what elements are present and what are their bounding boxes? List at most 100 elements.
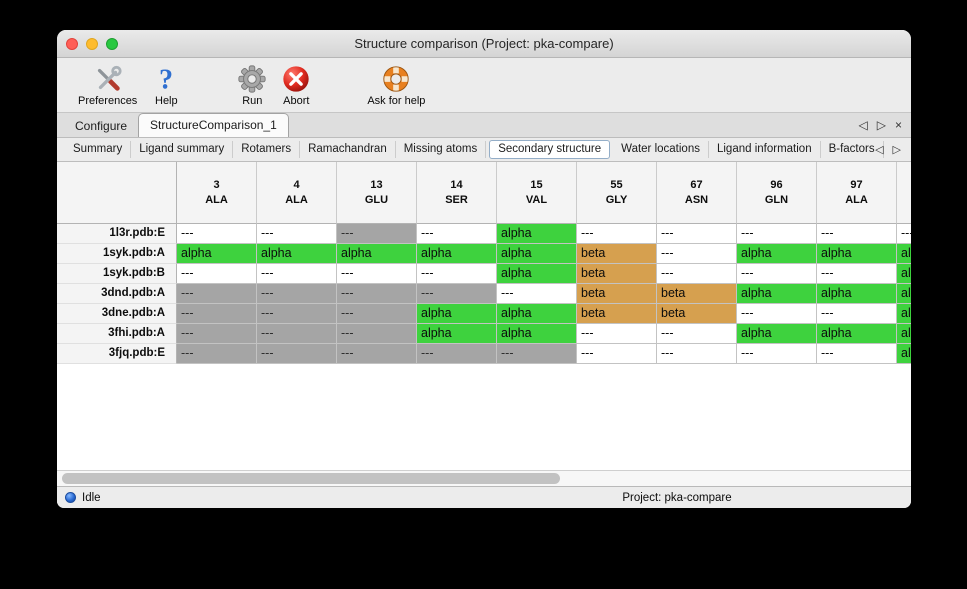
report-subtab-bar: Summary Ligand summary Rotamers Ramachandra… — [57, 138, 911, 162]
gear-icon — [237, 63, 267, 94]
subtab-scroll-right-button[interactable]: ▷ — [892, 144, 901, 156]
column-header-number: 97 — [850, 178, 863, 191]
scrollbar-thumb[interactable] — [62, 473, 560, 484]
column-header-residue: ASN — [684, 193, 709, 206]
abort-button[interactable]: Abort — [274, 63, 318, 107]
subtab-summary[interactable]: Summary — [65, 141, 132, 158]
preferences-button[interactable]: Preferences — [71, 63, 144, 107]
subtab-ligand-summary[interactable]: Ligand summary — [131, 141, 234, 158]
row-label: 1l3r.pdb:E — [57, 224, 177, 244]
ss-cell: --- — [737, 344, 817, 364]
ss-cell: alpha — [897, 284, 911, 304]
ss-cell: --- — [417, 264, 497, 284]
ss-cell: --- — [737, 264, 817, 284]
document-tab-bar: Configure StructureComparison_1 ◁ ▷ × — [57, 112, 911, 138]
row-label: 1syk.pdb:A — [57, 244, 177, 264]
column-header-residue: SER — [445, 193, 468, 206]
ss-cell: --- — [177, 224, 257, 244]
ss-cell: --- — [177, 264, 257, 284]
titlebar[interactable]: Structure comparison (Project: pka-compa… — [57, 30, 911, 58]
ss-cell: --- — [337, 224, 417, 244]
ss-cell: alpha — [817, 284, 897, 304]
ss-cell: --- — [817, 304, 897, 324]
tab-close-button[interactable]: × — [894, 118, 902, 132]
ss-cell: --- — [657, 244, 737, 264]
ss-cell: alpha — [897, 244, 911, 264]
ss-cell: alpha — [737, 244, 817, 264]
column-header-number: 4 — [293, 178, 300, 191]
ask-for-help-button[interactable]: Ask for help — [360, 63, 432, 107]
ss-cell: alpha — [417, 244, 497, 264]
subtab-missing-atoms[interactable]: Missing atoms — [396, 141, 487, 158]
question-icon: ? — [151, 63, 181, 94]
run-button[interactable]: Run — [230, 63, 274, 107]
column-header: 4 ALA — [257, 162, 337, 224]
ss-cell: --- — [817, 264, 897, 284]
table-corner-cell — [57, 162, 177, 224]
column-header: 96 GLN — [737, 162, 817, 224]
ss-cell: alpha — [497, 304, 577, 324]
column-header-number: 14 — [450, 178, 463, 191]
subtab-rotamers[interactable]: Rotamers — [233, 141, 301, 158]
column-header-number: 55 — [610, 178, 623, 191]
column-header-residue: GLN — [764, 193, 789, 206]
ss-cell: --- — [257, 324, 337, 344]
ss-cell: --- — [177, 324, 257, 344]
ss-cell: --- — [417, 284, 497, 304]
ss-cell: --- — [577, 324, 657, 344]
minimize-window-button[interactable] — [86, 37, 98, 50]
abort-label: Abort — [283, 95, 310, 107]
column-header-number: 96 — [770, 178, 783, 191]
table-row: 3dne.pdb:A --- --- --- alpha alpha beta beta ---… — [57, 304, 911, 324]
subtab-b-factors[interactable]: B-factors — [821, 141, 884, 158]
ss-cell: --- — [657, 224, 737, 244]
ss-cell: alpha — [817, 324, 897, 344]
subtab-scroll-left-button[interactable]: ◁ — [875, 144, 884, 156]
ss-cell: alpha — [897, 304, 911, 324]
ss-cell: alpha — [417, 324, 497, 344]
column-header: 97 ALA — [817, 162, 897, 224]
tab-structurecomparison-1[interactable]: StructureComparison_1 — [138, 113, 289, 137]
help-button[interactable]: ? Help — [144, 63, 188, 107]
ss-cell: --- — [737, 224, 817, 244]
ss-cell: beta — [577, 284, 657, 304]
table-row: 1syk.pdb:B --- --- --- --- alpha beta --- --- ---… — [57, 264, 911, 284]
subtab-secondary-structure[interactable]: Secondary structure — [489, 140, 611, 159]
tab-configure[interactable]: Configure — [75, 119, 128, 133]
ss-cell: --- — [497, 284, 577, 304]
document-tabs: Configure StructureComparison_1 — [64, 113, 289, 137]
ask-for-help-label: Ask for help — [367, 95, 426, 107]
table-header-row: 3 ALA 4 ALA 13 GLU 14 SER 15 VAL 55 GLY 67 ASN 96 GLN 97… — [57, 162, 911, 224]
ss-cell: beta — [657, 284, 737, 304]
status-indicator-icon — [65, 492, 76, 503]
subtab-ramachandran[interactable]: Ramachandran — [300, 141, 396, 158]
help-label: Help — [155, 95, 178, 107]
tab-scroll-left-button[interactable]: ◁ — [858, 118, 868, 132]
ss-cell: alpha — [497, 324, 577, 344]
project-label: Project: pka-compare — [622, 491, 732, 504]
ss-cell: alpha — [417, 304, 497, 324]
ss-cell: --- — [417, 344, 497, 364]
close-window-button[interactable] — [66, 37, 78, 50]
ss-cell: --- — [337, 284, 417, 304]
ss-cell: alpha — [177, 244, 257, 264]
ss-cell: alpha — [897, 344, 911, 364]
ss-cell: --- — [417, 224, 497, 244]
ss-cell: --- — [817, 344, 897, 364]
tab-scroll-right-button[interactable]: ▷ — [876, 118, 886, 132]
maximize-window-button[interactable] — [106, 37, 118, 50]
column-header: 67 ASN — [657, 162, 737, 224]
ss-cell: beta — [657, 304, 737, 324]
ss-cell: beta — [577, 244, 657, 264]
column-header-number: 3 — [213, 178, 220, 191]
subtab-ligand-information[interactable]: Ligand information — [709, 141, 821, 158]
ss-cell: alpha — [337, 244, 417, 264]
ss-cell: --- — [177, 344, 257, 364]
ss-cell: --- — [657, 344, 737, 364]
row-label: 3fjq.pdb:E — [57, 344, 177, 364]
ss-cell: alpha — [257, 244, 337, 264]
row-label: 3dnd.pdb:A — [57, 284, 177, 304]
subtab-water-locations[interactable]: Water locations — [613, 141, 709, 158]
horizontal-scrollbar[interactable] — [57, 470, 911, 486]
ss-cell: --- — [817, 224, 897, 244]
